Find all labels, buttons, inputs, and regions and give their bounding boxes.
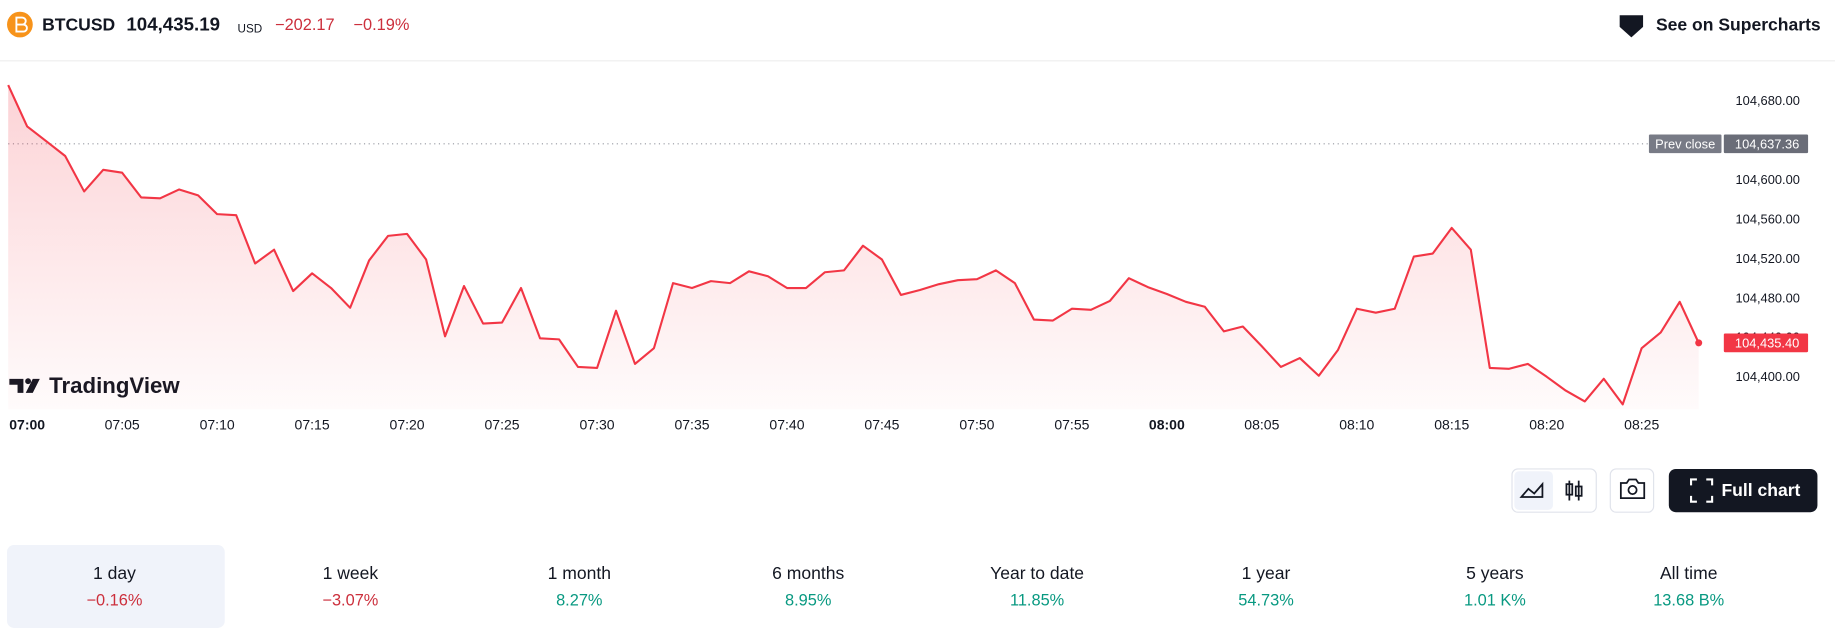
y-tick-label: 104,400.00 [1736,369,1800,384]
supercharts-link[interactable]: See on Supercharts [1619,14,1821,38]
x-tick-label: 07:50 [959,416,994,432]
x-tick-label: 07:35 [674,416,709,432]
y-tick-label: 104,600.00 [1736,172,1800,187]
x-tick-label: 07:30 [579,416,614,432]
x-tick-label: 07:20 [390,416,425,432]
period-name[interactable]: 1 day [93,563,136,583]
x-tick-label: 08:15 [1434,416,1469,432]
toolbar: Full chart [1511,468,1818,513]
change-percent: −0.19% [353,16,409,34]
last-price-tag [1723,333,1809,353]
x-tick-label: 08:00 [1149,416,1185,432]
x-tick-label: 07:05 [105,416,140,432]
x-tick-label: 07:00 [9,416,45,432]
line-icon [1519,481,1544,498]
area [8,85,1699,410]
camera-icon [1619,478,1646,500]
change: −202.17 [275,16,335,34]
y-tick-label: 104,520.00 [1736,251,1800,266]
period-name[interactable]: Year to date [990,563,1084,583]
period-change[interactable]: −3.07% [322,591,378,609]
period-change[interactable]: 1.01 K% [1464,591,1526,609]
period-tabs: 1 day −0.16% 1 week −3.07% 1 month 8.27% 6 mon… [7,544,1724,628]
currency: USD [238,22,263,35]
last-point [1695,339,1703,347]
x-tick-label: 07:40 [769,416,804,432]
prev-close-tag [1648,134,1722,154]
prev-close-value-tag [1723,134,1809,154]
period-selected [7,544,225,628]
y-tick-label: 104,560.00 [1736,211,1800,226]
period-change[interactable]: 13.68 B% [1653,591,1724,609]
price-line [7,84,1700,406]
price: 104,435.19 [126,14,220,35]
symbol: BTCUSD [42,14,115,34]
period-name[interactable]: 1 month [548,563,611,583]
prev-close-label: Prev close [1655,136,1715,151]
x-tick-label: 07:10 [200,416,235,432]
x-tick-label: 08:25 [1624,416,1659,432]
camera-lens [1627,485,1638,495]
x-tick-label: 08:05 [1244,416,1279,432]
x-tick-label: 08:10 [1339,416,1374,432]
period-change[interactable]: 8.27% [556,591,602,609]
line-type-button[interactable] [1514,471,1553,510]
period-name[interactable]: 5 years [1466,563,1524,583]
x-tick-label: 07:55 [1054,416,1089,432]
period-change[interactable]: 54.73% [1238,591,1294,609]
period-change[interactable]: 8.95% [785,591,831,609]
period-name[interactable]: 6 months [772,563,844,583]
last-price-label: 104,435.40 [1735,335,1799,350]
chart: TradingView104,400.00104,440.00104,480.0… [7,84,1809,432]
expand-icon [1690,478,1714,503]
x-tick-label: 07:15 [295,416,330,432]
full-chart-text[interactable]: Full chart [1721,480,1800,500]
coin-glyph [15,16,28,33]
period-change[interactable]: −0.16% [86,591,142,609]
full-chart-button[interactable] [1668,468,1818,513]
snapshot-button[interactable] [1609,468,1655,513]
y-tick-label: 104,480.00 [1736,290,1800,305]
supercharts-icon [1619,15,1644,38]
x-tick-label: 08:20 [1529,416,1564,432]
period-name[interactable]: 1 year [1242,563,1291,583]
period-name[interactable]: 1 week [323,563,379,583]
y-tick-label: 104,680.00 [1736,93,1800,108]
candle-button[interactable] [1565,480,1583,501]
period-name[interactable]: All time [1660,563,1718,583]
prev-close-value: 104,637.36 [1735,136,1799,151]
x-tick-label: 07:25 [485,416,520,432]
x-tick-label: 07:45 [864,416,899,432]
supercharts-text[interactable]: See on Supercharts [1656,14,1821,34]
period-change[interactable]: 11.85% [1010,591,1064,609]
